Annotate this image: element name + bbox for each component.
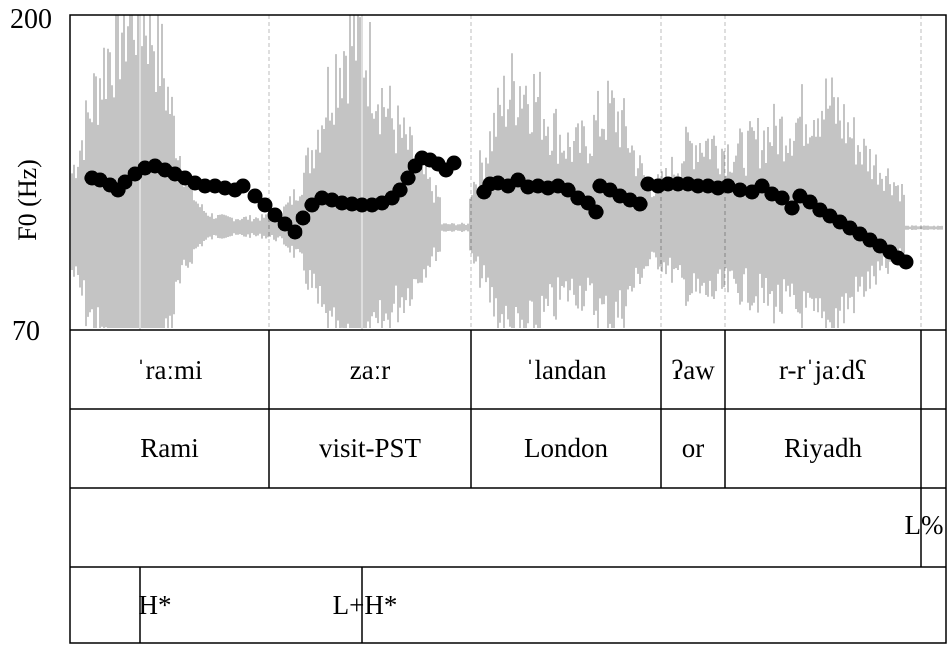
y-axis-max-label: 200 [10,4,52,35]
gloss-cell-rami: Rami [140,432,199,463]
pitch-point-67 [720,178,736,194]
pitch-point-22 [287,224,303,240]
waveform-trace [71,15,943,328]
y-axis-title: F0 (Hz) [10,110,46,290]
pitch-point-72 [774,190,790,206]
f0-pitch-track [84,150,914,270]
pitch-point-34 [400,170,416,186]
pitch-accent-label-1: H* [138,589,172,620]
outer-frame [69,14,947,644]
pitch-point-23 [295,210,311,226]
pitch-point-68 [732,182,748,198]
pitch-point-21 [277,216,293,232]
transcription-cell-aw: ʔaw [671,354,715,385]
pitch-point-40 [446,155,462,171]
pitch-point-73 [784,200,800,216]
pitch-point-33 [392,182,408,198]
gloss-cell-or: or [681,432,705,463]
transcription-cell-zaar: zaːr [349,354,391,385]
pitch-point-70 [754,178,770,194]
pitch-point-19 [257,197,273,213]
boundary-tone-label: L% [904,509,944,540]
pitch-point-18 [247,188,263,204]
pitch-point-53 [588,204,604,220]
y-axis-min-label: 70 [12,316,40,347]
pitch-point-50 [560,182,576,198]
pitch-accent-label-2: L+H* [332,589,398,620]
gloss-cell-visit: visit-PST [318,432,422,463]
pitch-point-20 [267,207,283,223]
y-axis-title-text: F0 (Hz) [13,159,42,241]
transcription-cell-landan: ˈlandan [525,354,607,385]
pitch-point-75 [802,194,818,210]
gloss-cell-london: London [524,432,608,463]
figure-frame [69,14,947,644]
transcription-cell-rami: ˈraːmi [136,354,203,385]
pitch-point-85 [898,254,914,270]
pitch-point-17 [235,178,251,194]
pitch-point-58 [632,196,648,212]
transcription-cell-riyadh: r-rˈjaːdʕ [779,354,867,385]
gloss-cell-riyadh: Riyadh [784,432,862,463]
speech-waveform [71,15,943,328]
pitch-point-5 [117,174,133,190]
